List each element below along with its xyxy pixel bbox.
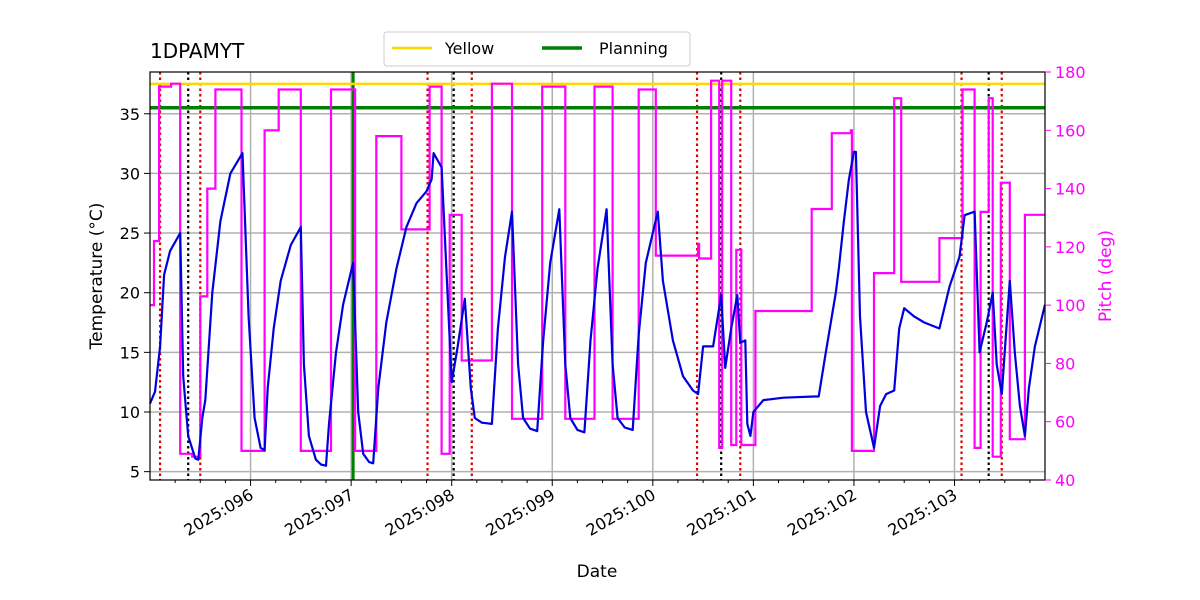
- y-tick-label: 10: [120, 403, 140, 422]
- legend: Yellow Planning: [383, 31, 691, 67]
- legend-label-yellow: Yellow: [444, 39, 494, 58]
- y-tick-label: 35: [120, 105, 140, 124]
- chart-title: 1DPAMYT: [150, 39, 245, 63]
- y-axis-label-pitch: Pitch (deg): [1096, 230, 1116, 322]
- y-tick-label: 15: [120, 343, 140, 362]
- legend-box: [383, 31, 691, 67]
- pitch-series-line: [150, 79, 1045, 458]
- y2-tick-label: 160: [1055, 121, 1086, 140]
- y-tick-label: 25: [120, 224, 140, 243]
- legend-label-planning: Planning: [599, 39, 668, 58]
- y-axis-label-temperature: Temperature (°C): [87, 203, 107, 351]
- series-lines: [148, 79, 1047, 467]
- y2-tick-label: 140: [1055, 180, 1086, 199]
- temperature-series-line: [148, 150, 1047, 467]
- x-tick-label: 2025:102: [784, 485, 860, 540]
- x-axis-label: Date: [577, 562, 618, 582]
- y-axis-pitch: 40 60 80 100 120 140 160 180: [1045, 63, 1086, 490]
- y2-tick-label: 180: [1055, 63, 1086, 82]
- plot-frame: [149, 71, 1046, 481]
- x-tick-label: 2025:099: [482, 485, 558, 540]
- y2-tick-label: 60: [1055, 413, 1075, 432]
- x-tick-label: 2025:097: [281, 485, 357, 540]
- x-tick-label: 2025:098: [382, 485, 458, 540]
- grid: [150, 72, 1045, 480]
- x-axis: 2025:096 2025:097 2025:098 2025:099 2025:100…: [174, 480, 1031, 540]
- y-axis-temperature: 5 10 15 20 25 30 35: [120, 105, 150, 482]
- x-tick-label: 2025:103: [885, 485, 961, 540]
- x-tick-label: 2025:100: [583, 485, 659, 540]
- y2-tick-label: 80: [1055, 354, 1075, 373]
- y-tick-label: 20: [120, 284, 140, 303]
- y2-tick-label: 100: [1055, 296, 1086, 315]
- x-tick-label: 2025:101: [683, 485, 759, 540]
- y2-tick-label: 120: [1055, 238, 1086, 257]
- y2-tick-label: 40: [1055, 471, 1075, 490]
- limit-lines: [150, 82, 1045, 110]
- x-tick-label: 2025:096: [181, 485, 257, 540]
- y-tick-label: 30: [120, 164, 140, 183]
- y-tick-label: 5: [130, 463, 140, 482]
